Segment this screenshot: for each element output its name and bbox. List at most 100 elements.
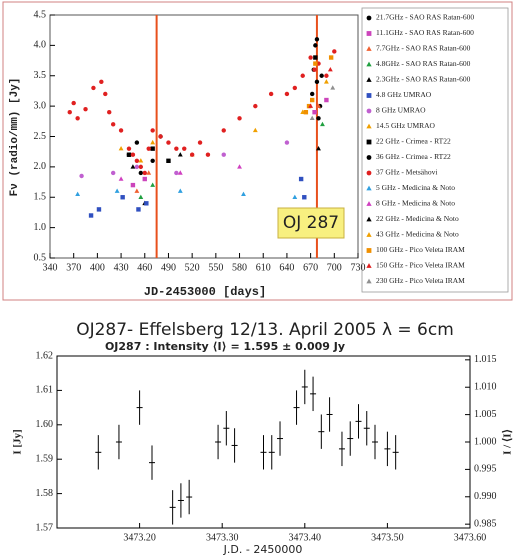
y2-tick-label: 1.005 [474,409,497,420]
data-point [314,37,320,42]
x-tick-label: 640 [279,262,294,273]
y-tick-label: 1.59 [36,453,54,464]
data-point [316,146,321,151]
y2-tick-label: 1.010 [474,382,497,393]
data-point [75,191,81,196]
data-point [134,164,140,170]
data-point [309,115,315,121]
data-point [126,146,132,151]
data-point [142,176,147,182]
legend-marker [366,155,372,160]
data-point [88,213,94,218]
x-tick-label: 670 [303,262,318,273]
data-point [146,170,152,175]
legend-label: 21.7GHz - SAO RAS Ratan-600 [376,13,474,22]
data-point [268,91,274,97]
data-point [138,170,144,176]
data-point [313,55,318,60]
x-tick-label: 3473.20 [123,532,156,543]
data-point [332,49,337,54]
y-tick-label: 2.0 [34,161,47,172]
legend-marker [366,232,372,237]
x-tick-label: 700 [327,262,342,273]
data-point [150,158,155,163]
y-tick-label: 1.58 [36,488,54,499]
data-point [110,122,116,127]
legend-marker [366,61,372,67]
data-point [316,116,321,121]
x-tick-label: 3473.60 [454,532,487,543]
y-tick-label: 1.5 [34,192,47,203]
data-point [136,207,141,212]
legend-marker [366,108,372,114]
data-point [134,158,140,163]
data-point [71,100,76,106]
x-tick-label: 430 [114,262,129,273]
legend-marker [366,248,372,253]
legend-label: 8 GHz UMRAO [376,106,426,115]
x-tick-label: 370 [66,262,81,273]
data-point [134,188,140,193]
data-point [292,85,298,91]
legend-label: 11.1GHz - SAO RAS Ratan-600 [376,28,474,37]
annotation: OJ 287 [283,213,339,233]
data-point [126,152,132,157]
data-point [150,146,155,151]
y2-tick-label: 1.015 [474,354,497,365]
y-tick-label: 1.57 [36,522,54,533]
data-point [79,173,84,179]
data-point [312,110,317,115]
data-point [118,176,124,181]
data-point [130,152,136,157]
y-axis-title: Fν (radio/mm) [Jy] [9,78,21,197]
data-point [138,164,144,170]
data-point [306,103,312,109]
data-point [150,139,156,145]
data-point [221,128,226,133]
data-point [253,103,258,109]
legend-label: 150 GHz - Pico Veleta IRAM [376,261,465,270]
legend-marker [366,278,372,284]
data-point [158,134,163,139]
x-axis-title: J.D. - 2450000 [223,543,303,556]
data-point [107,110,112,115]
data-point [300,73,305,78]
data-point [138,194,144,200]
y2-tick-label: 0.990 [474,491,497,502]
data-point [138,158,144,163]
data-point [177,170,183,175]
x-tick-label: 3473.30 [206,532,239,543]
legend-label: 43 GHz - Medicina & Noto [376,230,459,239]
data-point [83,106,88,112]
data-point [303,110,309,115]
data-point [150,128,155,133]
x-tick-label: 730 [351,262,366,273]
data-point [174,146,179,151]
y-tick-label: 0.5 [34,252,47,263]
data-point [320,121,325,127]
legend-label: 22 GHz - Crimea - RT22 [376,137,451,146]
x-tick-label: 490 [161,262,176,273]
data-point [142,170,147,176]
data-point [324,73,329,78]
legend-label: 36 GHz - Crimea - RT22 [376,152,451,161]
legend-label: 22 GHz - Medicina & Noto [376,214,459,223]
data-point [302,195,307,200]
y2-axis-title: I / ⟨I⟩ [502,429,514,455]
legend-marker [366,263,372,268]
x-tick-label: 3473.40 [289,532,322,543]
legend-marker [366,139,372,145]
data-point [252,127,258,133]
data-point [67,110,72,115]
y-tick-label: 4.5 [34,9,47,20]
data-point [91,85,96,91]
data-point [130,164,136,169]
data-point [327,67,333,72]
data-point [313,43,318,48]
y-axis-title: I [Jy] [12,429,24,454]
legend-frame [361,7,509,293]
y-tick-label: 4.0 [34,40,47,51]
legend-marker [366,93,372,98]
data-point [99,79,104,85]
x-tick-label: 520 [185,262,200,273]
